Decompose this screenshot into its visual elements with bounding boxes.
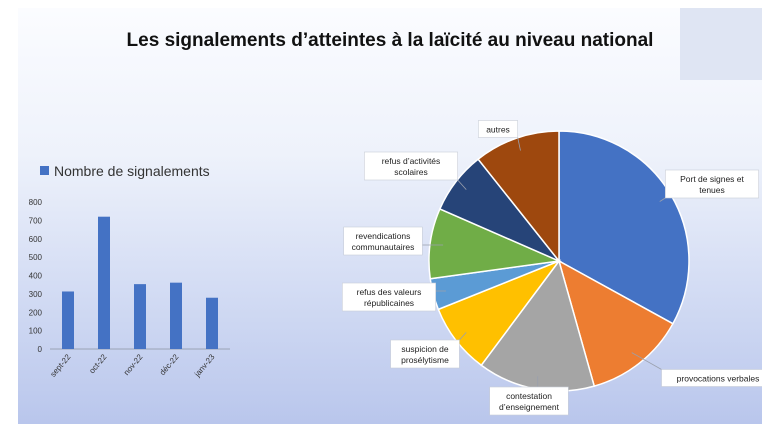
bar (98, 216, 110, 349)
pie-label-box (477, 120, 518, 138)
pie-label: suspicion de prosélytisme (401, 344, 449, 365)
bar-axes: 0 100 200 300 400 500 600 700 800 (29, 198, 230, 354)
pie-label: contestation d’enseignement (499, 391, 560, 412)
y-tick-label: 500 (29, 253, 43, 262)
pie-label-box (342, 282, 436, 312)
pie-slice (557, 259, 674, 388)
pie-label-box (390, 339, 460, 369)
y-tick-label: 300 (29, 290, 43, 299)
pie-label: provocations verbales (677, 374, 760, 384)
legend-swatch (40, 166, 49, 175)
pie-label-box (343, 226, 423, 256)
pie-slice (477, 130, 560, 264)
bar-marks (62, 216, 218, 349)
pie-label: Port de signes et tenues (680, 174, 744, 195)
bar (206, 297, 218, 349)
pie-slices (428, 130, 690, 392)
pie-label: refus des valeurs républicaines (357, 287, 422, 308)
y-tick-label: 600 (29, 235, 43, 244)
y-tick-label: 400 (29, 272, 43, 281)
pie-label-box (661, 369, 762, 387)
bar-chart: Nombre de signalements 0 100 200 300 400 500 6… (29, 163, 230, 379)
leader-line (459, 332, 467, 341)
leader-line (631, 352, 662, 370)
y-tick-label: 700 (29, 216, 43, 225)
bar (170, 282, 182, 349)
pie-label: refus d’activités scolaires (382, 156, 441, 177)
slide-title: Les signalements d’atteintes à la laïcit… (126, 30, 654, 51)
pie-label-box (665, 169, 759, 199)
pie-leaders (422, 137, 666, 387)
y-tick-label: 200 (29, 308, 43, 317)
y-tick-label: 100 (29, 327, 43, 336)
pie-label: autres (486, 125, 510, 135)
leader-line (457, 179, 467, 190)
bar (134, 284, 146, 349)
pie-label-box (364, 151, 458, 181)
y-tick-label: 0 (38, 345, 43, 354)
pie-labels: Port de signes et tenues provocations verb… (342, 120, 762, 416)
bar (62, 291, 74, 349)
pie-label: revendications communautaires (352, 231, 415, 252)
pie-chart: Port de signes et tenues provocations verb… (342, 120, 762, 416)
leader-line (659, 197, 666, 202)
legend-label: Nombre de signalements (54, 163, 210, 179)
leader-line (517, 137, 521, 151)
corner-decoration (680, 8, 762, 80)
y-tick-label: 800 (29, 198, 43, 207)
pie-label-box (489, 386, 569, 416)
slide: Les signalements d’atteintes à la laïcit… (18, 8, 762, 424)
